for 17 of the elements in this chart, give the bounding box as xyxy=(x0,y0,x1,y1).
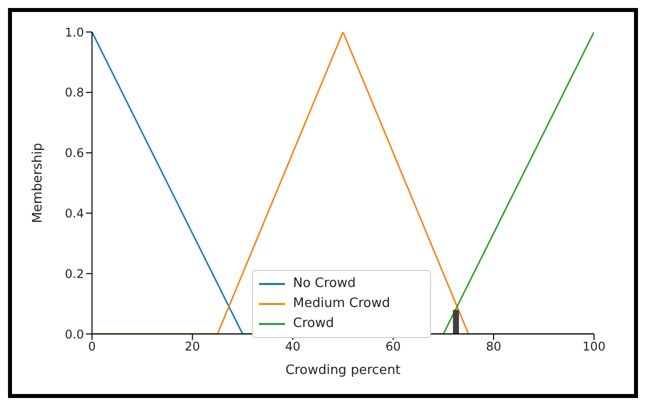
x-tick-label: 100 xyxy=(582,340,606,354)
y-tick-label: 0.8 xyxy=(64,86,84,100)
y-tick-label: 0.2 xyxy=(64,266,84,281)
y-tick-label: 1.0 xyxy=(64,25,84,40)
x-tick-label: 20 xyxy=(184,340,200,354)
y-tick-label: 0.6 xyxy=(64,146,84,160)
x-tick-label: 80 xyxy=(486,340,502,354)
legend-label: Medium Crowd xyxy=(293,295,390,313)
y-axis-title: Membership xyxy=(30,142,46,224)
x-tick-label: 60 xyxy=(386,340,401,354)
y-tick-label: 0.0 xyxy=(64,327,84,342)
x-tick-label: 0 xyxy=(88,340,96,354)
legend-label: Crowd xyxy=(293,315,334,333)
legend-label: No Crowd xyxy=(293,275,356,293)
x-tick-label: 40 xyxy=(285,340,300,354)
y-tick-label: 0.4 xyxy=(64,206,84,220)
x-axis-title: Crowding percent xyxy=(285,363,401,378)
